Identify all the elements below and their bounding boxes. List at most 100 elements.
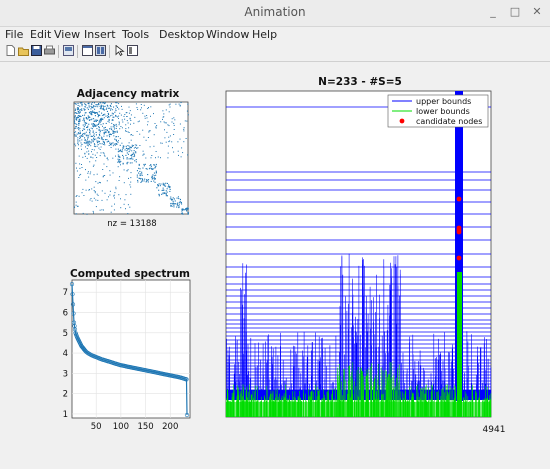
menu-insert[interactable]: Insert (84, 28, 116, 41)
spy-dot (117, 131, 118, 133)
close-button[interactable]: ✕ (532, 5, 542, 18)
menu-tools[interactable]: Tools (122, 28, 150, 41)
print-icon[interactable] (44, 45, 55, 56)
open-icon[interactable] (18, 45, 29, 56)
spy-dot (92, 153, 94, 155)
spy-dot (85, 142, 87, 144)
spy-dot (98, 129, 100, 131)
spy-dot (116, 102, 118, 104)
print-preview-icon[interactable] (63, 45, 74, 56)
spy-dot (152, 177, 154, 179)
spy-dot (92, 126, 94, 128)
spy-dot (77, 132, 79, 134)
spy-dot (162, 184, 164, 186)
spy-dot (106, 166, 108, 168)
spy-dot (115, 131, 117, 133)
spy-dot (95, 138, 97, 140)
spy-dot (179, 200, 181, 202)
spy-dot (152, 168, 154, 170)
spy-dot (74, 132, 76, 134)
spy-dot (171, 199, 173, 201)
menu-window[interactable]: Window (206, 28, 250, 41)
spy-dot (96, 104, 98, 106)
spy-dot (88, 102, 90, 104)
spy-dot (102, 123, 104, 125)
spy-dot (80, 145, 82, 147)
spy-dot (153, 164, 155, 166)
spy-dot (122, 156, 124, 158)
spy-dot (97, 137, 99, 139)
minimize-button[interactable]: _ (490, 5, 496, 18)
spy-dot (79, 120, 81, 122)
pointer-icon[interactable] (114, 45, 125, 56)
spy-dot (101, 143, 103, 145)
dock-icon[interactable] (82, 45, 93, 56)
spy-dot (94, 119, 96, 121)
spy-dot (74, 117, 76, 119)
spy-dot (91, 102, 93, 104)
spy-dot (162, 192, 164, 194)
save-icon[interactable] (31, 45, 42, 56)
spy-dot (77, 127, 79, 128)
spy-dot (76, 170, 78, 172)
spy-dot (160, 142, 162, 144)
spy-dot (99, 119, 101, 121)
spy-dot (84, 114, 86, 116)
spy-dot (113, 132, 115, 134)
spectrum-point (69, 282, 75, 287)
spy-dot (139, 168, 141, 170)
spy-dot (103, 117, 105, 119)
spy-dot (101, 108, 103, 110)
spy-dot (143, 104, 145, 106)
spy-dot (172, 200, 174, 202)
spy-dot (113, 143, 115, 145)
maximize-button[interactable]: □ (509, 5, 521, 18)
layout-icon[interactable] (95, 45, 106, 56)
spy-dot (93, 111, 95, 113)
spy-dot (141, 180, 143, 182)
bounds-plot: upper bounds lower bounds candidate node… (225, 90, 505, 435)
spy-dot (76, 119, 78, 121)
spy-dot (118, 194, 120, 196)
spy-dot (75, 119, 77, 120)
spy-dot (76, 112, 78, 114)
menu-help[interactable]: Help (252, 28, 278, 41)
spy-dot (152, 168, 154, 170)
spy-dot (78, 119, 80, 121)
spy-dot (161, 193, 163, 195)
spy-dot (117, 136, 119, 138)
spy-dot (79, 115, 81, 117)
spy-dot (86, 117, 88, 119)
spy-dot (118, 150, 120, 152)
spy-dot (121, 127, 123, 129)
spy-dot (148, 179, 150, 181)
spy-dot (126, 116, 128, 117)
spy-dot (90, 135, 92, 137)
spy-dot (142, 178, 144, 180)
spy-dot (140, 109, 142, 111)
spy-dot (91, 188, 93, 190)
spy-dot (186, 210, 188, 212)
inspector-icon[interactable] (127, 45, 138, 56)
spy-dot (101, 209, 103, 211)
spy-dot (150, 180, 152, 182)
spy-dot (124, 118, 126, 120)
spy-dot (97, 113, 99, 115)
spy-dot (177, 205, 179, 207)
spy-dot (102, 108, 104, 110)
spy-dot (94, 144, 96, 146)
spy-dot (181, 147, 183, 149)
menu-file[interactable]: File (5, 28, 24, 41)
menu-edit[interactable]: Edit (30, 28, 52, 41)
spy-dot (113, 194, 115, 196)
spy-dot (121, 108, 123, 110)
menu-desktop[interactable]: Desktop (159, 28, 205, 41)
menu-view[interactable]: View (54, 28, 81, 41)
figure-canvas: Adjacency matrix nz = 13188 Computed spe… (0, 62, 550, 469)
spy-dot (186, 209, 188, 211)
new-icon[interactable] (5, 45, 16, 56)
spy-dot (108, 118, 110, 120)
spy-dot (101, 199, 103, 201)
spy-dot (75, 135, 77, 137)
spy-dot (88, 176, 90, 178)
